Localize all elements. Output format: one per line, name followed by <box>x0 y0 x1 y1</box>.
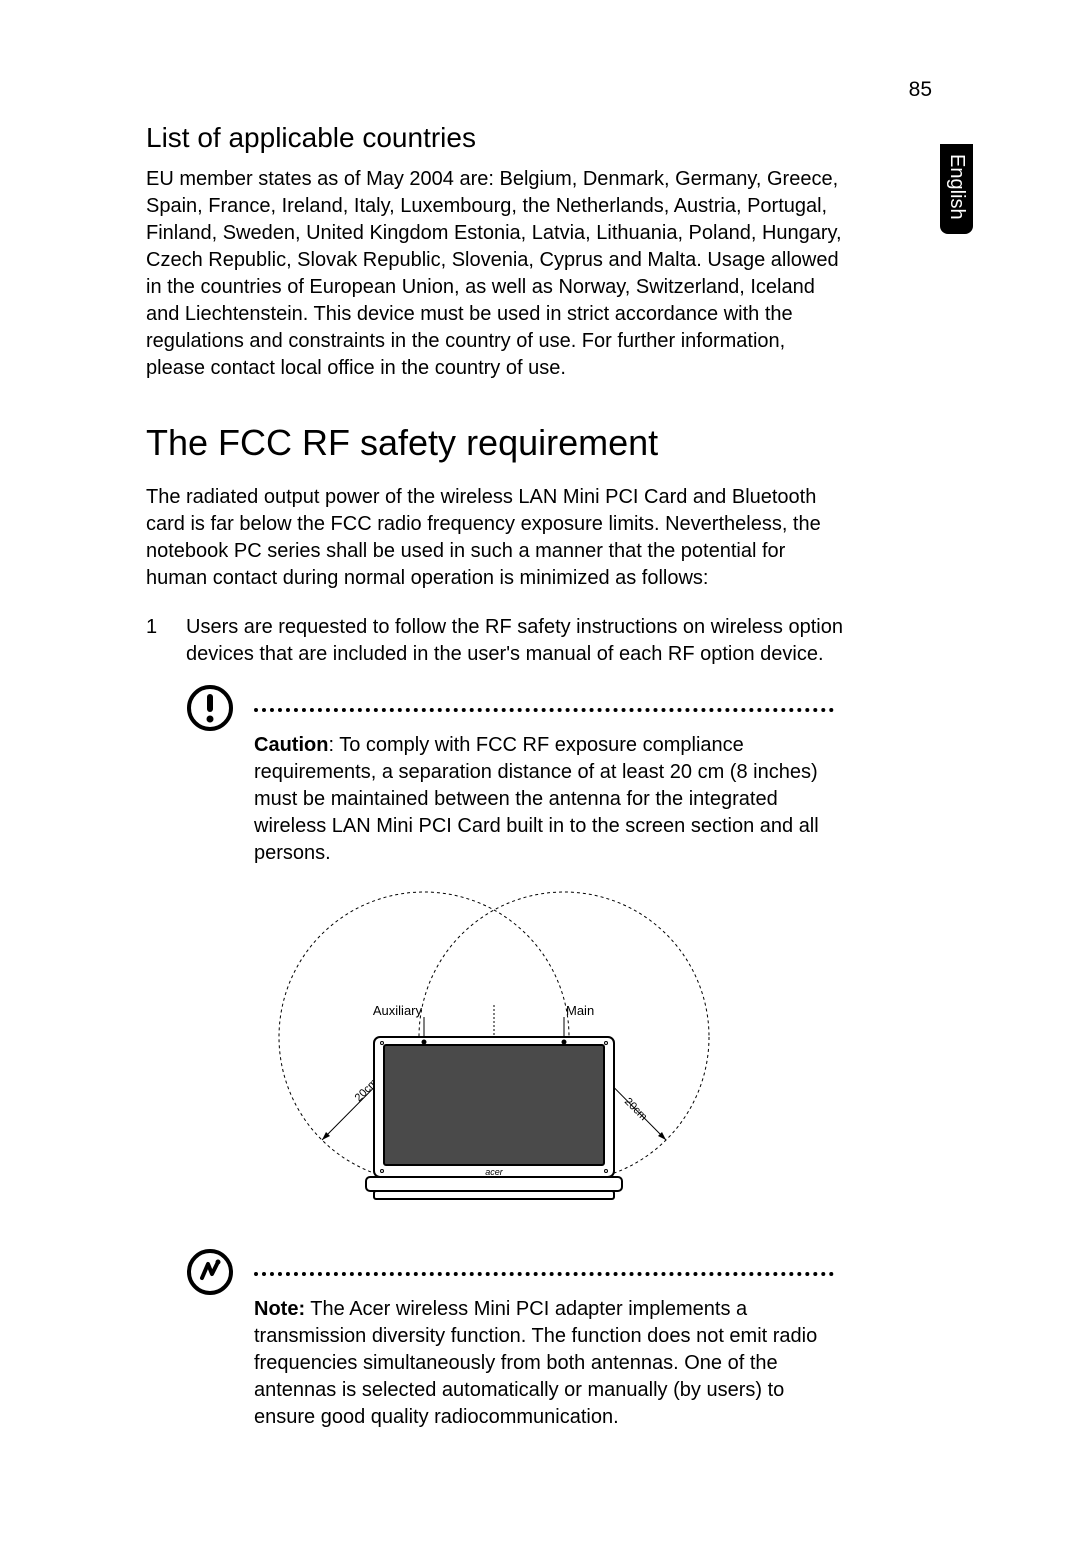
note-text: The Acer wireless Mini PCI adapter imple… <box>254 1298 817 1428</box>
section-title-fcc: The FCC RF safety requirement <box>146 422 846 464</box>
language-tab: English <box>940 144 973 234</box>
caution-body: Caution: To comply with FCC RF exposure … <box>254 732 834 867</box>
diagram-label-auxiliary: Auxiliary <box>373 1003 423 1018</box>
section-intro-fcc: The radiated output power of the wireles… <box>146 484 846 592</box>
caution-divider <box>254 708 834 712</box>
section-body-countries: EU member states as of May 2004 are: Bel… <box>146 166 846 382</box>
note-icon <box>186 1248 234 1296</box>
diagram-label-main: Main <box>566 1003 594 1018</box>
note-label: Note: <box>254 1298 305 1320</box>
antenna-diagram: 20cm 20cm Auxiliary Main acer <box>254 887 734 1207</box>
section-title-countries: List of applicable countries <box>146 122 846 154</box>
note-body: Note: The Acer wireless Mini PCI adapter… <box>254 1296 834 1431</box>
list-number: 1 <box>146 614 186 668</box>
page-content: List of applicable countries EU member s… <box>146 122 846 1431</box>
note-divider <box>254 1272 834 1276</box>
caution-text: : To comply with FCC RF exposure complia… <box>254 734 819 864</box>
list-text: Users are requested to follow the RF saf… <box>186 614 846 668</box>
caution-icon <box>186 684 234 732</box>
caution-label: Caution <box>254 734 328 756</box>
list-item: 1 Users are requested to follow the RF s… <box>146 614 846 668</box>
page-number: 85 <box>909 78 932 102</box>
diagram-brand: acer <box>485 1167 504 1177</box>
